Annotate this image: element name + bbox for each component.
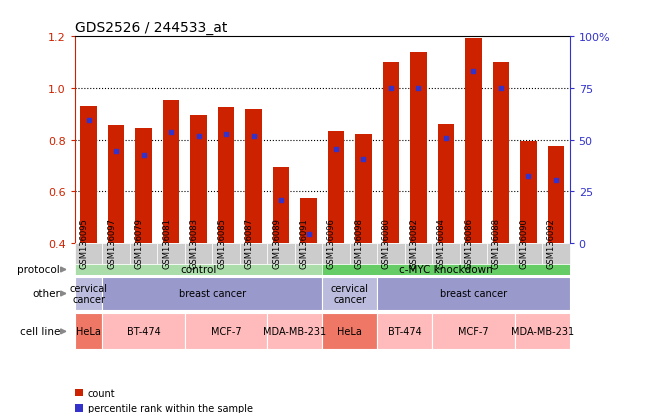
Text: GSM136081: GSM136081 — [162, 218, 171, 269]
Text: GSM136082: GSM136082 — [409, 218, 419, 269]
Bar — [383, 63, 399, 243]
Text: GSM136084: GSM136084 — [437, 218, 446, 269]
Text: cell line: cell line — [20, 327, 60, 337]
Text: GSM136089: GSM136089 — [272, 218, 281, 269]
FancyBboxPatch shape — [322, 264, 570, 275]
FancyBboxPatch shape — [515, 313, 570, 349]
FancyBboxPatch shape — [185, 313, 268, 349]
Text: HeLa: HeLa — [76, 327, 101, 337]
FancyBboxPatch shape — [185, 243, 212, 264]
FancyBboxPatch shape — [405, 243, 432, 264]
FancyBboxPatch shape — [102, 243, 130, 264]
Text: MDA-MB-231: MDA-MB-231 — [263, 327, 326, 337]
FancyBboxPatch shape — [295, 243, 322, 264]
Text: breast cancer: breast cancer — [179, 289, 246, 299]
Text: MCF-7: MCF-7 — [211, 327, 242, 337]
Text: BT-474: BT-474 — [388, 327, 422, 337]
Text: GSM136083: GSM136083 — [189, 218, 199, 269]
Text: breast cancer: breast cancer — [440, 289, 507, 299]
Text: MCF-7: MCF-7 — [458, 327, 489, 337]
Text: percentile rank within the sample: percentile rank within the sample — [88, 403, 253, 413]
Text: GSM136090: GSM136090 — [519, 218, 529, 269]
Text: c-MYC knockdown: c-MYC knockdown — [399, 265, 493, 275]
FancyBboxPatch shape — [240, 243, 268, 264]
Bar — [135, 129, 152, 243]
Text: MDA-MB-231: MDA-MB-231 — [510, 327, 574, 337]
Text: GSM136096: GSM136096 — [327, 218, 336, 269]
FancyBboxPatch shape — [75, 243, 102, 264]
Bar — [355, 135, 372, 243]
Text: GSM136087: GSM136087 — [245, 218, 253, 269]
FancyBboxPatch shape — [432, 313, 515, 349]
Text: GSM136085: GSM136085 — [217, 218, 226, 269]
Text: BT-474: BT-474 — [127, 327, 160, 337]
Bar — [80, 107, 97, 243]
Bar — [163, 100, 179, 243]
Bar — [245, 109, 262, 243]
Bar — [547, 147, 564, 243]
Text: HeLa: HeLa — [337, 327, 362, 337]
FancyBboxPatch shape — [350, 243, 377, 264]
Text: protocol: protocol — [18, 265, 60, 275]
Bar — [218, 108, 234, 243]
Bar — [437, 125, 454, 243]
Text: cervical
cancer: cervical cancer — [70, 283, 107, 304]
Bar — [327, 131, 344, 243]
FancyBboxPatch shape — [102, 313, 185, 349]
Bar — [410, 52, 426, 243]
FancyBboxPatch shape — [75, 277, 102, 311]
FancyBboxPatch shape — [158, 243, 185, 264]
Text: GSM136080: GSM136080 — [382, 218, 391, 269]
Text: control: control — [180, 265, 217, 275]
FancyBboxPatch shape — [75, 313, 102, 349]
Text: GSM136097: GSM136097 — [107, 218, 116, 269]
Text: GSM136092: GSM136092 — [547, 218, 556, 269]
Text: other: other — [32, 289, 60, 299]
Bar — [493, 63, 509, 243]
FancyBboxPatch shape — [515, 243, 542, 264]
FancyBboxPatch shape — [322, 313, 377, 349]
Bar — [273, 167, 289, 243]
Text: GSM136088: GSM136088 — [492, 218, 501, 269]
FancyBboxPatch shape — [377, 313, 432, 349]
FancyBboxPatch shape — [460, 243, 487, 264]
Text: GDS2526 / 244533_at: GDS2526 / 244533_at — [75, 21, 227, 35]
Text: count: count — [88, 387, 115, 398]
Bar — [520, 142, 536, 243]
Text: GSM136095: GSM136095 — [79, 218, 89, 269]
Bar — [465, 38, 482, 243]
Bar — [108, 126, 124, 243]
Bar — [190, 116, 207, 243]
Text: GSM136079: GSM136079 — [135, 218, 144, 269]
FancyBboxPatch shape — [75, 264, 322, 275]
FancyBboxPatch shape — [377, 243, 405, 264]
Bar — [300, 198, 317, 243]
FancyBboxPatch shape — [268, 243, 295, 264]
FancyBboxPatch shape — [102, 277, 322, 311]
FancyBboxPatch shape — [130, 243, 158, 264]
Text: cervical
cancer: cervical cancer — [331, 283, 368, 304]
FancyBboxPatch shape — [432, 243, 460, 264]
FancyBboxPatch shape — [542, 243, 570, 264]
FancyBboxPatch shape — [212, 243, 240, 264]
FancyBboxPatch shape — [268, 313, 322, 349]
FancyBboxPatch shape — [377, 277, 570, 311]
Text: GSM136098: GSM136098 — [355, 218, 363, 269]
FancyBboxPatch shape — [322, 243, 350, 264]
FancyBboxPatch shape — [322, 277, 377, 311]
FancyBboxPatch shape — [487, 243, 515, 264]
Text: GSM136091: GSM136091 — [299, 218, 309, 269]
Text: GSM136086: GSM136086 — [464, 218, 473, 269]
